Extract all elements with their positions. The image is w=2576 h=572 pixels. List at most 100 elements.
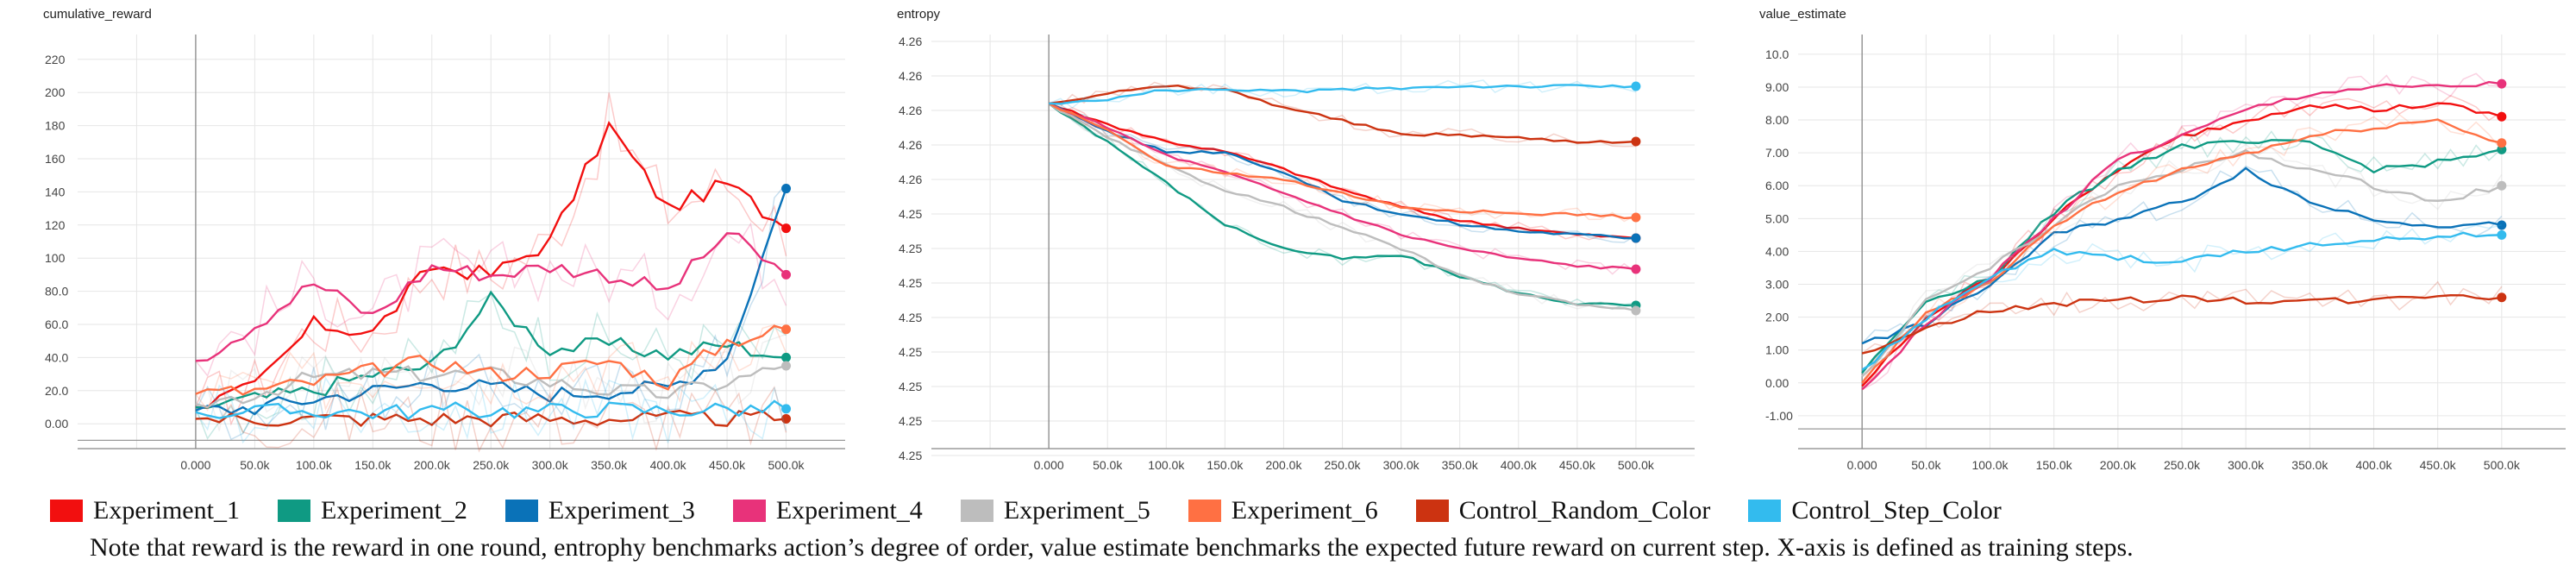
chart-svg: 0.000 50.0k 100.0k 150.0k 200.0k 250.0k 300.0k… (1765, 35, 2566, 470)
y-tick-label: 160 (45, 152, 66, 166)
chart-svg: 0.000 50.0k 100.0k 150.0k 200.0k 250.0k 300.0k… (45, 35, 845, 470)
legend-swatch (960, 500, 993, 522)
series-endpoint (781, 352, 792, 362)
y-tick-label: 4.25 (899, 345, 922, 359)
x-tick-label: 500.0k (768, 458, 805, 470)
legend-label: Control_Random_Color (1458, 496, 1711, 525)
x-tick-label: 50.0k (1911, 458, 1941, 470)
legend-label: Experiment_1 (93, 496, 240, 525)
legend-item: Control_Random_Color (1415, 496, 1711, 525)
y-tick-label: 180 (45, 119, 66, 133)
series-endpoint (2497, 111, 2507, 122)
y-tick-label: 7.00 (1765, 146, 1789, 160)
x-tick-label: 500.0k (1618, 458, 1655, 470)
y-tick-label: 1.00 (1765, 343, 1789, 357)
y-tick-label: 140 (45, 185, 66, 198)
grid (78, 35, 845, 449)
y-tick-label: 9.00 (1765, 80, 1789, 94)
x-tick-label: 350.0k (591, 458, 628, 470)
series-raw-line (1048, 79, 1637, 110)
series-line (195, 232, 787, 362)
legend-item: Experiment_1 (50, 496, 240, 525)
legend-item: Experiment_6 (1188, 496, 1378, 525)
legend-swatch (1748, 500, 1782, 522)
x-tick-label: 300.0k (1383, 458, 1420, 470)
series-line (1861, 167, 2503, 345)
x-tick-label: 250.0k (1325, 458, 1362, 470)
series-endpoint (781, 404, 792, 414)
series-line (1861, 139, 2503, 374)
chart-cumulative-reward: cumulative_reward 0.000 50.0k 100.0k 150.0k… (0, 0, 854, 470)
y-tick-label: 40.0 (45, 350, 68, 364)
x-tick-label: 500.0k (2484, 458, 2521, 470)
series-raw-line (1048, 103, 1637, 223)
series-raw-line (1861, 130, 2503, 374)
series-endpoint (2497, 138, 2507, 148)
series-line (1048, 102, 1637, 240)
chart-title: entropy (897, 7, 941, 22)
legend-label: Experiment_6 (1231, 496, 1378, 525)
series-endpoint (781, 413, 792, 424)
series-raw-line (195, 183, 787, 441)
legend-swatch (1415, 500, 1449, 522)
grid (931, 35, 1695, 456)
series-raw-line (195, 324, 787, 412)
series-raw-line (195, 222, 787, 377)
series-line (1048, 102, 1637, 220)
chart-title: value_estimate (1759, 7, 1846, 22)
legend-swatch (732, 500, 766, 522)
series-raw-line (1048, 103, 1637, 310)
y-tick-label: 4.26 (899, 138, 922, 152)
y-tick-label: 4.26 (899, 104, 922, 117)
x-tick-label: 450.0k (2420, 458, 2457, 470)
series-raw-line (195, 92, 787, 426)
x-tick-label: 300.0k (2228, 458, 2265, 470)
y-tick-label: 0.00 (1765, 376, 1789, 390)
series-line (1048, 84, 1637, 144)
y-tick-label: 100 (45, 251, 66, 265)
series-line (1861, 118, 2503, 384)
x-tick-label: 250.0k (2164, 458, 2201, 470)
series-endpoint (1631, 264, 1641, 274)
y-tick-label: 4.25 (899, 380, 922, 393)
series-raw-line (1861, 95, 2503, 387)
y-tick-label: 3.00 (1765, 278, 1789, 292)
series-line (1861, 148, 2503, 378)
x-tick-label: 400.0k (2355, 458, 2392, 470)
series-endpoint (2497, 292, 2507, 303)
x-tick-label: 0.000 (1847, 458, 1877, 470)
series-raw-line (1861, 280, 2503, 355)
series-endpoint (1631, 233, 1641, 243)
y-tick-label: 4.25 (899, 242, 922, 255)
y-tick-label: 4.26 (899, 173, 922, 186)
series-line (195, 399, 787, 421)
x-tick-label: 250.0k (473, 458, 510, 470)
x-tick-label: 450.0k (709, 458, 746, 470)
legend-label: Experiment_2 (320, 496, 467, 525)
y-tick-label: 80.0 (45, 285, 68, 299)
legend-label: Experiment_3 (548, 496, 695, 525)
y-tick-label: 20.0 (45, 384, 68, 398)
legend-item: Control_Step_Color (1748, 496, 2002, 525)
x-tick-label: 400.0k (650, 458, 687, 470)
series-endpoint (2497, 144, 2507, 154)
legend-label: Control_Step_Color (1791, 496, 2002, 525)
y-tick-label: 4.26 (899, 69, 922, 83)
y-tick-label: 4.00 (1765, 244, 1789, 258)
y-tick-label: 2.00 (1765, 311, 1789, 324)
x-tick-label: 100.0k (296, 458, 333, 470)
y-tick-label: 220 (45, 53, 66, 66)
y-tick-label: 200 (45, 85, 66, 99)
legend-item: Experiment_3 (505, 496, 695, 525)
legend-label: Experiment_4 (775, 496, 923, 525)
series-endpoint (781, 223, 792, 234)
y-tick-label: 60.0 (45, 317, 68, 331)
y-tick-label: -1.00 (1765, 409, 1793, 423)
y-tick-label: 4.25 (899, 449, 922, 462)
y-tick-label: 6.00 (1765, 179, 1789, 192)
y-tick-label: 4.25 (899, 276, 922, 290)
series-line (1861, 294, 2503, 355)
series-raw-line (1861, 72, 2502, 391)
legend-item: Experiment_4 (732, 496, 923, 525)
series-endpoint (1631, 81, 1641, 91)
